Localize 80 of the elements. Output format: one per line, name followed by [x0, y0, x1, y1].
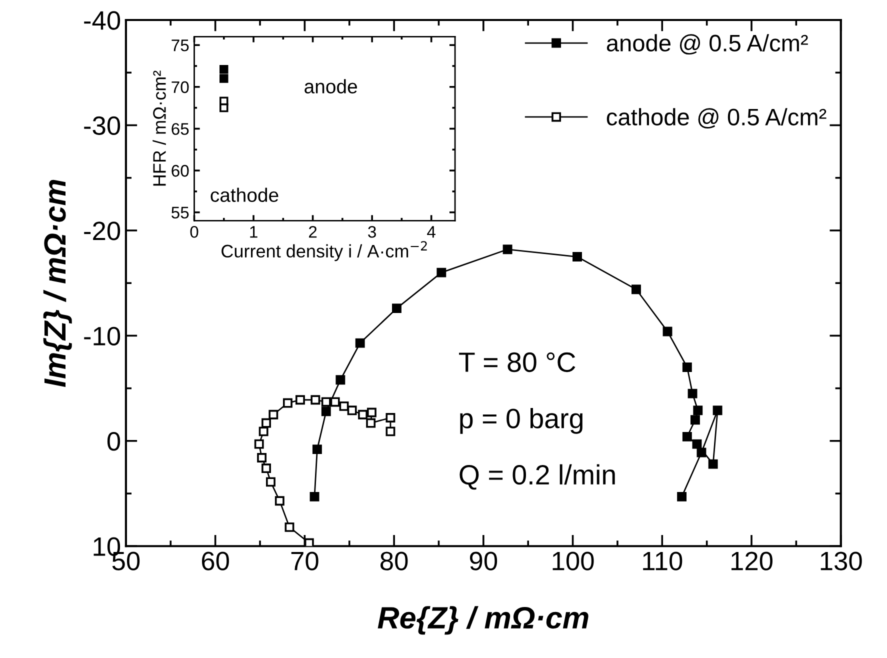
point	[347, 406, 357, 416]
x-tick-label: 110	[643, 552, 682, 570]
point	[386, 413, 396, 422]
y-tick-label: -30	[84, 116, 120, 136]
annotation: anode	[304, 79, 357, 94]
point	[355, 338, 365, 348]
point	[257, 453, 267, 462]
point	[312, 444, 322, 454]
y-tick-label: 55	[172, 206, 189, 219]
x-axis-title: Current density i / A·cm$^{−2}$	[222, 241, 427, 262]
point	[366, 408, 376, 418]
y-tick-label: 75	[172, 40, 189, 52]
legend-label: cathode @ 0.5 A/cm²	[606, 108, 826, 128]
point	[682, 362, 692, 372]
point	[688, 388, 698, 398]
point	[386, 426, 396, 436]
point	[436, 268, 446, 278]
x-tick-label: 80	[380, 552, 408, 570]
point	[712, 406, 722, 416]
point	[295, 395, 305, 405]
point	[220, 74, 228, 83]
point	[254, 439, 264, 449]
point	[330, 397, 340, 407]
point	[282, 398, 292, 408]
point	[366, 418, 376, 428]
point	[692, 439, 702, 449]
point	[258, 426, 268, 436]
point	[321, 406, 331, 416]
point	[696, 448, 706, 458]
point	[632, 284, 641, 294]
y-tick-label: -40	[84, 11, 120, 30]
point	[708, 459, 718, 469]
x-tick-label: 60	[202, 552, 229, 570]
y-tick-label: 60	[172, 164, 189, 177]
annotation: cathode	[210, 188, 278, 202]
legend-label: anode @ 0.5 A/cm²	[606, 34, 808, 55]
point	[304, 538, 314, 546]
y-axis-title: HFR / mΩ·cm²	[152, 70, 166, 186]
point	[262, 464, 271, 473]
x-axis-title: Re{Z} / mΩ·cm	[378, 606, 588, 635]
x-tick-label: 90	[470, 552, 498, 570]
point	[262, 418, 271, 428]
y-tick-label: 65	[172, 123, 189, 135]
point	[693, 406, 703, 416]
point	[677, 492, 687, 502]
x-tick-label: 1	[250, 226, 258, 238]
point	[502, 244, 512, 254]
point	[220, 64, 228, 74]
x-tick-label: 100	[552, 552, 594, 570]
point	[268, 410, 278, 420]
point	[662, 326, 672, 336]
y-tick-label: 0	[107, 432, 120, 451]
annotation: Q = 0.2 l/min	[460, 464, 615, 490]
y-tick-label: -20	[84, 222, 120, 240]
point	[572, 252, 582, 262]
point	[274, 496, 284, 506]
point	[310, 492, 320, 502]
annotation: T = 80 °C	[459, 352, 576, 372]
point	[358, 410, 368, 420]
x-tick-label: 70	[291, 552, 318, 570]
y-tick-label: 70	[172, 81, 189, 94]
point	[321, 397, 331, 407]
point	[310, 395, 320, 405]
point	[266, 477, 276, 487]
point	[392, 304, 402, 314]
x-tick-label: 130	[820, 552, 862, 570]
y-axis-title: Im{Z} / mΩ·cm	[43, 180, 72, 387]
x-tick-label: 2	[308, 226, 317, 238]
point	[220, 103, 228, 112]
point	[336, 375, 346, 385]
x-tick-label: 0	[190, 226, 198, 238]
point	[284, 522, 294, 532]
x-tick-label: 4	[427, 226, 436, 238]
point	[690, 415, 700, 425]
point	[339, 401, 349, 411]
x-tick-label: 120	[732, 552, 772, 570]
y-tick-label: -10	[84, 326, 120, 346]
point	[682, 432, 692, 442]
x-tick-label: 3	[368, 226, 376, 238]
annotation: p = 0 barg	[460, 408, 582, 434]
